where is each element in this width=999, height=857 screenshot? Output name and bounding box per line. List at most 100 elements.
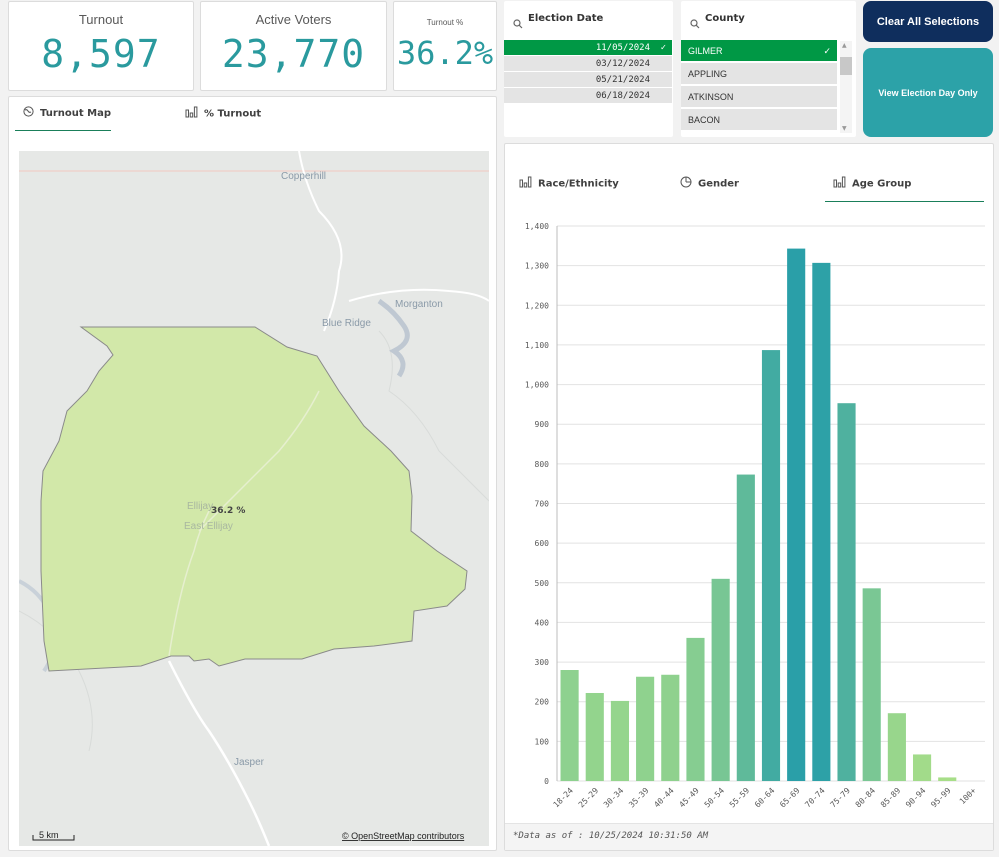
tab-race-ethnicity[interactable]: Race/Ethnicity	[519, 176, 619, 191]
election-date-title: Election Date	[528, 13, 604, 24]
tab-age-group[interactable]: Age Group	[825, 176, 984, 202]
map-panel: Turnout Map % Turnout Copperhill Morgant…	[8, 96, 497, 851]
list-item[interactable]: 03/12/2024	[504, 56, 672, 72]
bar-18-24[interactable]	[560, 670, 579, 781]
x-tick-label: 90-94	[904, 786, 928, 810]
x-tick-label: 40-44	[652, 786, 676, 810]
list-item-label: ATKINSON	[688, 92, 734, 102]
y-tick-label: 1,200	[525, 301, 549, 310]
bar-60-64[interactable]	[761, 350, 781, 781]
y-tick-label: 100	[535, 737, 550, 746]
kpi-active-voters-card: Active Voters 23,770	[200, 1, 387, 91]
y-tick-label: 500	[535, 579, 550, 588]
y-tick-label: 0	[544, 777, 549, 786]
county-scrollbar[interactable]: ▲ ▼	[840, 41, 852, 133]
y-tick-label: 600	[535, 539, 550, 548]
age-group-chart[interactable]: 0 100 200 300 400 500 600 700 800 900 1,000 1,100 1,…	[505, 214, 993, 834]
check-icon: ✓	[660, 43, 666, 53]
chart-panel: Race/Ethnicity Gender Age Group 0 100 200 3…	[504, 143, 994, 851]
scroll-thumb[interactable]	[840, 57, 852, 75]
y-tick-label: 700	[535, 500, 550, 509]
clear-all-selections-button[interactable]: Clear All Selections	[863, 1, 993, 42]
y-tick-label: 200	[535, 698, 550, 707]
bar-45-49[interactable]	[686, 637, 705, 781]
kpi-turnout-pct-value: 36.2%	[396, 34, 494, 72]
view-election-day-button[interactable]: View Election Day Only	[863, 48, 993, 137]
bar-65-69[interactable]	[787, 248, 806, 781]
y-tick-label: 900	[535, 420, 550, 429]
bar-25-29[interactable]	[585, 692, 604, 781]
tab-gender-label: Gender	[698, 178, 739, 190]
tab-pct-turnout[interactable]: % Turnout	[185, 106, 261, 121]
tab-age-group-label: Age Group	[852, 178, 912, 190]
list-item-label: BACON	[688, 115, 721, 125]
list-item-label: APPLING	[688, 69, 728, 79]
x-tick-label: 18-24	[552, 786, 576, 810]
y-tick-label: 1,300	[525, 262, 549, 271]
list-item[interactable]: ATKINSON	[681, 86, 837, 108]
bar-chart-icon	[185, 106, 198, 121]
x-tick-label: 55-59	[728, 786, 752, 810]
bar-chart-icon	[833, 176, 846, 191]
kpi-active-voters-label: Active Voters	[255, 12, 332, 27]
x-tick-label: 45-49	[677, 786, 701, 810]
search-icon[interactable]	[513, 14, 523, 33]
map-attribution[interactable]: © OpenStreetMap contributors	[342, 831, 465, 841]
map-place-jasper: Jasper	[234, 757, 265, 768]
map-place-east-ellijay: East Ellijay	[184, 521, 233, 532]
bar-75-79[interactable]	[837, 403, 856, 781]
pie-chart-icon	[680, 176, 692, 191]
bar-35-39[interactable]	[636, 676, 655, 781]
tab-turnout-map-label: Turnout Map	[40, 108, 112, 119]
election-date-filter[interactable]: Election Date 11/05/2024 ✓ 03/12/2024 05/…	[504, 1, 673, 137]
map-place-ellijay: Ellijay	[187, 501, 213, 512]
y-tick-label: 1,100	[525, 341, 549, 350]
list-item-label: 03/12/2024	[595, 59, 650, 69]
bar-90-94[interactable]	[912, 754, 932, 781]
kpi-active-voters-value: 23,770	[221, 32, 366, 76]
bar-30-34[interactable]	[610, 700, 630, 781]
list-item[interactable]: 05/21/2024	[504, 72, 672, 88]
bar-95-99[interactable]	[938, 777, 957, 781]
list-item-label: 05/21/2024	[595, 75, 650, 85]
bar-70-74[interactable]	[812, 262, 831, 781]
list-item[interactable]: 06/18/2024	[504, 88, 672, 104]
x-tick-label: 95-99	[929, 786, 953, 810]
x-tick-label: 60-64	[753, 786, 777, 810]
bar-85-89[interactable]	[887, 713, 906, 781]
list-item[interactable]: GILMER ✓	[681, 40, 837, 62]
scroll-up-icon[interactable]: ▲	[842, 42, 847, 49]
list-item[interactable]: APPLING	[681, 63, 837, 85]
y-tick-label: 1,400	[525, 222, 549, 231]
scroll-down-icon[interactable]: ▼	[842, 125, 847, 132]
list-item[interactable]: BACON	[681, 109, 837, 131]
county-gilmer-polygon[interactable]	[40, 326, 468, 672]
x-tick-label: 85-89	[879, 786, 903, 810]
tab-gender[interactable]: Gender	[680, 176, 739, 191]
tab-pct-turnout-label: % Turnout	[204, 108, 262, 120]
turnout-map[interactable]: Copperhill Morganton Blue Ridge Ellijay …	[19, 151, 489, 846]
county-title: County	[705, 13, 745, 24]
x-tick-label: 25-29	[577, 786, 601, 810]
map-scale-label: 5 km	[39, 830, 59, 840]
search-icon[interactable]	[690, 14, 700, 33]
bar-50-54[interactable]	[711, 578, 730, 781]
x-tick-label: 100+	[958, 786, 978, 806]
bar-80-84[interactable]	[862, 588, 881, 781]
y-tick-label: 1,000	[525, 381, 549, 390]
kpi-turnout-card: Turnout 8,597	[8, 1, 194, 91]
bar-55-59[interactable]	[736, 474, 755, 781]
bar-40-44[interactable]	[661, 674, 680, 781]
kpi-turnout-label: Turnout	[78, 12, 124, 27]
tab-turnout-map[interactable]: Turnout Map	[14, 106, 112, 131]
map-scale-bar: 5 km	[32, 830, 75, 841]
check-icon: ✓	[823, 46, 831, 56]
x-tick-label: 70-74	[803, 786, 827, 810]
list-item-label: GILMER	[688, 46, 723, 56]
x-tick-label: 30-34	[602, 786, 626, 810]
county-filter[interactable]: County GILMER ✓ APPLING ATKINSON BACON ▲ …	[681, 1, 856, 137]
x-tick-label: 35-39	[627, 786, 651, 810]
list-item[interactable]: 11/05/2024 ✓	[504, 40, 672, 56]
map-region-label: 36.2 %	[211, 506, 245, 516]
map-place-blue-ridge: Blue Ridge	[322, 318, 371, 329]
